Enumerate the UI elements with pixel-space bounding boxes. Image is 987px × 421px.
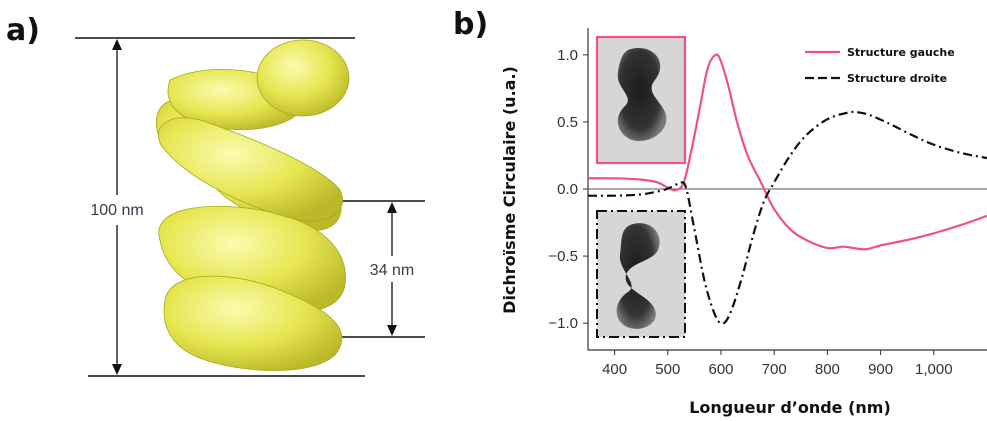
x-axis-title: Longueur d’onde (nm) (689, 398, 891, 417)
panel-a: a) 100 nm 34 nm (6, 13, 425, 377)
helix-model (155, 39, 350, 372)
y-ticks: 1.0 0.5 0.0 −0.5 −1.0 (548, 47, 588, 332)
legend: Structure gauche Structure droite (805, 46, 955, 85)
x-ticks: 400 500 600 700 800 900 1,000 (602, 350, 953, 378)
inset-right-structure (596, 210, 686, 338)
legend-label-structure-gauche: Structure gauche (847, 46, 955, 59)
pitch-dimension: 34 nm (370, 202, 414, 336)
arrow-up-icon (112, 39, 122, 50)
y-tick-label: 0.0 (557, 181, 578, 198)
y-tick-label: −1.0 (548, 315, 578, 332)
y-tick-label: 1.0 (557, 47, 578, 64)
y-tick-label: −0.5 (548, 248, 578, 265)
panel-a-label: a) (6, 13, 40, 48)
x-tick-label: 900 (868, 361, 893, 378)
series-line-structure-droite (587, 110, 987, 325)
y-tick-label: 0.5 (557, 114, 578, 131)
nanohelix-image-left (617, 48, 667, 141)
series-layer (587, 53, 987, 325)
panel-b: b) 1.0 0.5 0.0 −0.5 −1.0 400 500 600 700 800 900 1… (453, 7, 987, 417)
x-tick-label: 500 (655, 361, 680, 378)
x-tick-label: 800 (815, 361, 840, 378)
pitch-label: 34 nm (370, 262, 414, 279)
x-tick-label: 400 (602, 361, 627, 378)
total-height-label: 100 nm (90, 202, 143, 219)
x-tick-label: 700 (762, 361, 787, 378)
legend-label-structure-droite: Structure droite (847, 72, 947, 85)
nanohelix-image-right (616, 223, 660, 329)
total-height-dimension: 100 nm (90, 39, 144, 375)
panel-b-label: b) (453, 7, 488, 42)
x-tick-label: 1,000 (915, 361, 953, 378)
inset-left-structure (595, 35, 687, 165)
arrow-up-icon (387, 202, 397, 213)
arrow-down-icon (387, 325, 397, 336)
arrow-down-icon (112, 364, 122, 375)
y-axis-title: Dichroïsme Circulaire (u.a.) (500, 66, 519, 314)
x-tick-label: 600 (708, 361, 733, 378)
series-line-structure-gauche (587, 53, 987, 251)
